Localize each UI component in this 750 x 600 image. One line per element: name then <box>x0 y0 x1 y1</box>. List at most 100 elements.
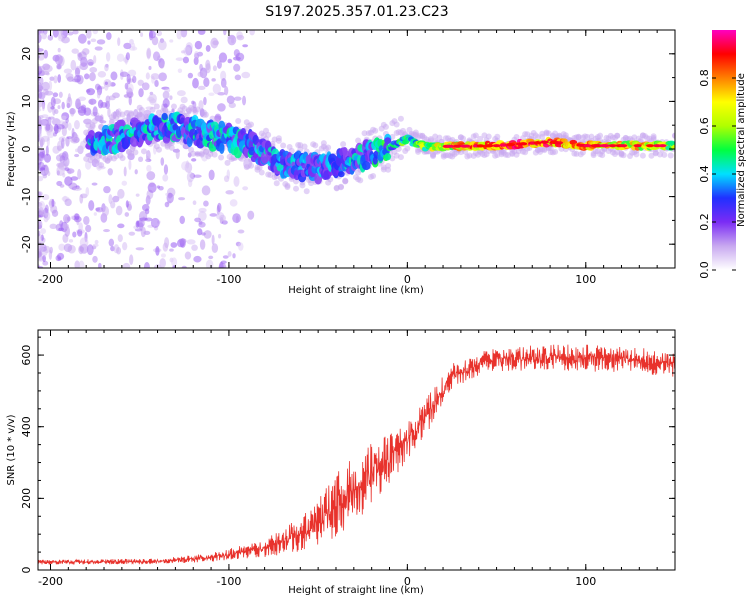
spectrogram-noise-blob <box>104 81 108 86</box>
spectrogram-noise-blob <box>108 238 115 247</box>
spectrogram-halo-blob <box>284 184 291 191</box>
spectrogram-noise-blob <box>189 174 194 178</box>
spectrogram-noise-blob <box>90 38 97 43</box>
spectrogram-noise-blob <box>199 239 206 250</box>
spectrogram-peak-blob <box>601 144 610 148</box>
spectrogram-noise-blob <box>227 58 233 64</box>
spectrogram-halo-blob <box>136 111 143 118</box>
spectrogram-halo-blob <box>218 154 225 161</box>
spectrogram-noise-blob <box>228 102 236 109</box>
spectrogram-noise-blob <box>135 220 140 228</box>
spectrogram-halo-blob <box>170 103 177 110</box>
spectrogram-noise-blob <box>196 228 203 236</box>
snr-x-axis: -200 -100 0 100 <box>38 330 676 588</box>
spectrogram-noise-blob <box>55 154 65 162</box>
spectrogram-peak-blob <box>462 144 471 148</box>
spectrogram-noise-blob <box>152 51 161 62</box>
spectrogram-noise-blob <box>99 114 104 124</box>
spectrogram-noise-blob <box>148 93 157 104</box>
spectrogram-noise-blob <box>56 64 61 70</box>
spectrogram-noise-blob <box>124 212 130 217</box>
spectrogram-noise-blob <box>220 78 227 88</box>
spectrogram-noise-blob <box>77 168 82 180</box>
spectrogram-halo-blob <box>552 148 559 155</box>
spectrogram-noise-blob <box>83 215 90 225</box>
spectrogram-noise-blob <box>40 228 47 235</box>
spectrogram-noise-blob <box>78 33 87 44</box>
spectrogram-halo-blob <box>633 151 640 158</box>
spectrogram-noise-blob <box>169 39 174 43</box>
spectrogram-noise-blob <box>94 239 99 245</box>
spectrogram-noise-blob <box>171 108 175 113</box>
spectrogram-peak-blob <box>453 144 462 148</box>
spectrogram-noise-blob <box>138 156 144 163</box>
spectrogram-halo-blob <box>91 118 98 125</box>
colorbar-tick-label: 0.0 <box>698 261 711 279</box>
spectrogram-noise-blob <box>146 171 156 181</box>
spectrogram-noise-blob <box>79 62 89 71</box>
spectrogram-noise-blob <box>134 169 138 175</box>
spectrogram-halo-blob <box>620 152 627 159</box>
spectrogram-noise-blob <box>64 176 73 186</box>
spectrogram-noise-blob <box>217 202 222 213</box>
spectrogram-noise-blob <box>150 217 160 229</box>
spectrogram-noise-blob <box>148 65 152 70</box>
spectrogram-noise-blob <box>74 213 80 220</box>
spectrogram-noise-blob <box>103 185 111 194</box>
spectrogram-halo-blob <box>275 137 282 144</box>
spectrogram-halo-blob <box>211 151 218 158</box>
spectrogram-noise-blob <box>95 207 100 211</box>
spectrogram-halo-blob <box>93 157 100 164</box>
spectrogram-noise-blob <box>45 124 51 131</box>
spectrogram-halo-blob <box>477 135 484 142</box>
spectrogram-noise-blob <box>193 51 199 60</box>
spectrogram-halo-blob <box>342 178 349 185</box>
spectrogram-noise-blob <box>38 65 46 72</box>
spectrogram-noise-blob <box>53 123 59 135</box>
spectrogram-halo-blob <box>280 142 287 149</box>
spectrogram-noise-blob <box>89 67 98 73</box>
spectrogram-noise-blob <box>38 155 42 162</box>
spectrogram-halo-blob <box>132 149 139 156</box>
spectrogram-noise-blob <box>242 95 247 106</box>
spectrogram-halo-blob <box>301 143 308 150</box>
spectrogram-noise-blob <box>61 101 65 110</box>
spectrogram-noise-blob <box>73 74 82 83</box>
spectrogram-noise-blob <box>92 106 98 117</box>
spectrogram-noise-blob <box>41 114 49 119</box>
spectrogram-noise-blob <box>179 215 185 225</box>
spectrogram-noise-blob <box>217 103 226 112</box>
spectrogram-halo-blob <box>168 144 175 151</box>
spectrogram-noise-blob <box>57 105 61 110</box>
y-tick-label: -20 <box>20 235 33 253</box>
spectrogram-halo-blob <box>361 130 368 137</box>
spectrogram-noise-blob <box>44 90 54 96</box>
spectrogram-noise-blob <box>74 153 80 158</box>
spectrogram-halo-blob <box>667 152 674 159</box>
spectrogram-noise-blob <box>79 194 84 204</box>
spectrogram-noise-blob <box>142 203 150 212</box>
spectrogram-noise-blob <box>41 32 48 40</box>
spectrogram-noise-blob <box>176 30 182 40</box>
y-tick-label: 400 <box>20 416 33 437</box>
spectrogram-noise-blob <box>233 96 242 101</box>
spectrogram-noise-blob <box>129 254 134 265</box>
spectrogram-noise-blob <box>61 137 65 149</box>
spectrogram-halo-blob <box>98 162 105 169</box>
spectrogram-noise-blob <box>181 265 187 268</box>
spectrogram-peak-blob <box>492 144 501 148</box>
spectrogram-noise-blob <box>66 136 73 140</box>
spectrogram-halo-blob <box>320 140 327 147</box>
spectrogram-halo-blob <box>153 103 160 110</box>
spectrogram-noise-blob <box>169 95 173 100</box>
spectrogram-noise-blob <box>85 186 90 197</box>
spectrogram-noise-blob <box>124 82 129 90</box>
spectrogram-noise-blob <box>57 256 62 261</box>
spectrogram-noise-blob <box>192 77 199 89</box>
spectrogram-noise-blob <box>187 72 194 79</box>
spectrogram-halo-blob <box>355 137 362 144</box>
spectrogram-noise-blob <box>135 247 145 251</box>
spectrogram-noise-blob <box>71 48 79 54</box>
spectrogram-noise-blob <box>105 52 111 62</box>
